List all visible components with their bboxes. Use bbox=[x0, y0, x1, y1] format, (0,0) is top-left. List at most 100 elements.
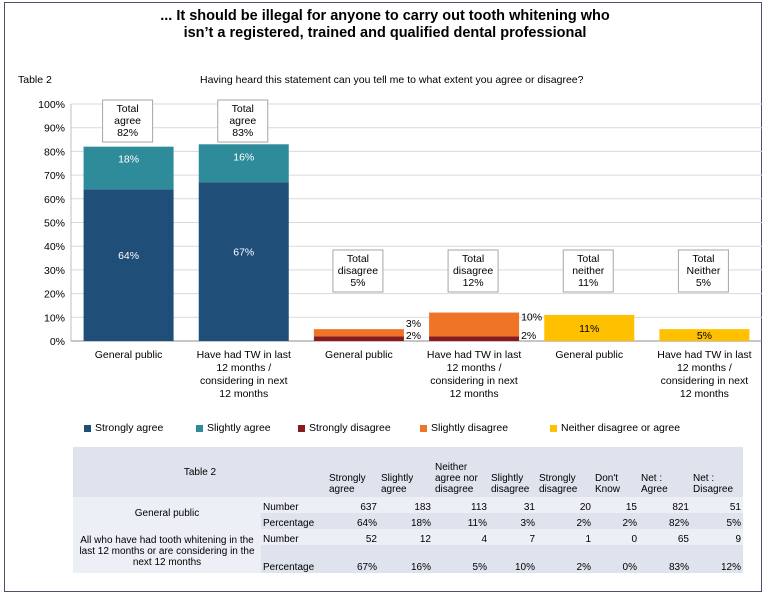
bar-segment bbox=[198, 144, 289, 183]
table-row: General public Number 637 183 113 31 20 15 821 51 bbox=[73, 497, 743, 529]
table-column-header: Slightly disagree bbox=[491, 473, 530, 495]
legend-entry: Strongly agree bbox=[84, 422, 163, 434]
table-cell: 0% bbox=[622, 562, 637, 573]
data-label: 18% bbox=[118, 154, 139, 166]
table-column-header: Strongly agree bbox=[329, 473, 366, 495]
data-label: 10% bbox=[521, 312, 542, 324]
table-cell: 2% bbox=[622, 518, 637, 529]
table-cell: 31 bbox=[523, 502, 535, 513]
table-measure-label: Percentage bbox=[263, 518, 315, 529]
legend-entry: Slightly disagree bbox=[420, 422, 508, 434]
legend-swatch bbox=[84, 424, 91, 432]
table-cell: 1 bbox=[585, 534, 591, 545]
data-label: 5% bbox=[697, 330, 712, 342]
table-cell: 3% bbox=[520, 518, 535, 529]
data-label: 2% bbox=[406, 330, 421, 342]
table-measure-label: Number bbox=[263, 502, 299, 513]
x-category-label: Have had TW in last 12 months / considerin… bbox=[197, 349, 291, 400]
table-cell: 18% bbox=[410, 518, 431, 529]
table-cell: 113 bbox=[471, 502, 487, 513]
table-measure-label: Percentage bbox=[263, 562, 315, 573]
table-cell: 5% bbox=[726, 518, 741, 529]
table-cell: 15 bbox=[625, 502, 637, 513]
y-tick-label: 50% bbox=[44, 218, 65, 230]
table-cell: 67% bbox=[356, 562, 377, 573]
y-tick-label: 20% bbox=[44, 289, 65, 301]
y-tick-label: 30% bbox=[44, 265, 65, 277]
table-cell: 821 bbox=[672, 502, 689, 513]
data-label: 64% bbox=[118, 250, 139, 262]
chart-title: ... It should be illegal for anyone to c… bbox=[160, 8, 610, 41]
y-tick-label: 80% bbox=[44, 146, 65, 158]
legend-swatch bbox=[196, 424, 203, 432]
total-callout-box bbox=[217, 99, 269, 143]
table-column-header: Neither agree nor disagree bbox=[435, 462, 478, 495]
bar-segment bbox=[429, 312, 520, 337]
total-callout-label: Total disagree 5% bbox=[338, 253, 378, 289]
total-callout-label: Total agree 82% bbox=[114, 103, 141, 139]
table-header-row: Table 2 Strongly agree Slightly agree Neith… bbox=[73, 447, 743, 497]
data-label: 3% bbox=[406, 318, 421, 330]
table-column-header: Don't Know bbox=[595, 473, 621, 495]
total-callout-label: Total agree 83% bbox=[229, 103, 256, 139]
data-table: Table 2 Strongly agree Slightly agree Neith… bbox=[73, 447, 743, 573]
table-cell: 2% bbox=[576, 562, 591, 573]
bar-segment bbox=[659, 329, 750, 341]
legend-entry: Strongly disagree bbox=[298, 422, 391, 434]
table-title-cell: Table 2 bbox=[183, 466, 217, 478]
bar-segment bbox=[313, 336, 404, 341]
table-cell: 82% bbox=[668, 518, 689, 529]
bar-segment bbox=[83, 146, 174, 190]
table-cell: 9 bbox=[735, 534, 741, 545]
data-label: 67% bbox=[233, 247, 254, 259]
x-category-label: General public bbox=[555, 349, 623, 361]
table-cell: 51 bbox=[729, 502, 741, 513]
y-tick-label: 60% bbox=[44, 194, 65, 206]
table-cell: 11% bbox=[467, 518, 487, 529]
table-cell: 16% bbox=[410, 562, 431, 573]
bar-segment bbox=[313, 329, 404, 337]
table-cell: 2% bbox=[576, 518, 591, 529]
table-cell: 64% bbox=[356, 518, 377, 529]
total-callout-box bbox=[677, 249, 729, 293]
legend-label: Strongly disagree bbox=[309, 422, 391, 434]
table-cell: 83% bbox=[668, 562, 689, 573]
table-cell: 5% bbox=[472, 562, 487, 573]
table-group-label: All who have had tooth whitening in the … bbox=[73, 529, 261, 573]
table-cell: 20 bbox=[579, 502, 591, 513]
legend-entry: Neither disagree or agree bbox=[550, 422, 680, 434]
total-callout-box bbox=[102, 99, 154, 143]
table-cell: 637 bbox=[360, 502, 377, 513]
table-cell: 0 bbox=[631, 534, 637, 545]
table-label: Table 2 bbox=[18, 74, 52, 86]
y-tick-label: 70% bbox=[44, 170, 65, 182]
total-callout-box bbox=[562, 249, 614, 293]
total-callout-label: Total Neither 5% bbox=[686, 253, 720, 289]
chart-subtitle: Having heard this statement can you tell… bbox=[200, 74, 584, 86]
bar-segment bbox=[83, 189, 174, 341]
table-measure-label: Number bbox=[263, 534, 299, 545]
x-category-label: General public bbox=[325, 349, 393, 361]
legend-label: Slightly agree bbox=[207, 422, 271, 434]
legend-entry: Slightly agree bbox=[196, 422, 271, 434]
bar-chart: 0% 10% 20% 30% 40% 50% 60% 70% 80% 90% 100% 64% 18% 6… bbox=[38, 99, 762, 400]
table-column-header: Net : Disagree bbox=[693, 473, 734, 495]
table-cell: 4 bbox=[481, 534, 487, 545]
bar-segment bbox=[198, 182, 289, 341]
bar-segment bbox=[544, 314, 635, 341]
table-row: All who have had tooth whitening in the … bbox=[73, 529, 743, 573]
legend-swatch bbox=[298, 424, 305, 432]
y-tick-label: 100% bbox=[38, 99, 65, 111]
table-cell: 7 bbox=[529, 534, 535, 545]
legend-label: Neither disagree or agree bbox=[561, 422, 681, 434]
total-callout-label: Total disagree 12% bbox=[453, 253, 493, 289]
bar-segment bbox=[429, 336, 520, 341]
legend-swatch bbox=[550, 424, 557, 432]
total-callout-box bbox=[447, 249, 499, 293]
legend-label: Slightly disagree bbox=[431, 422, 509, 434]
legend-label: Strongly agree bbox=[95, 422, 164, 434]
table-column-header: Slightly agree bbox=[381, 473, 414, 495]
table-cell: 183 bbox=[414, 502, 431, 513]
table-cell: 52 bbox=[365, 534, 377, 545]
table-group-label: General public bbox=[73, 497, 261, 529]
